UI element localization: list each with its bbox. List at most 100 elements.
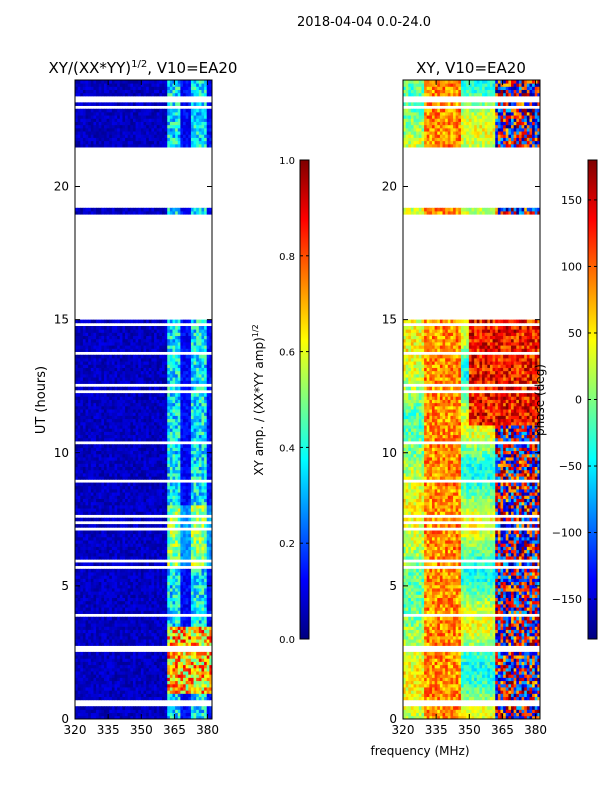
heatmap-cell [175,712,179,717]
heatmap-cell [167,472,171,477]
heatmap-cell [201,428,205,432]
heatmap-cell [80,543,84,547]
heatmap-cell [138,709,142,714]
heatmap-cell [209,696,212,701]
heatmap-cell [127,600,131,605]
heatmap-cell [90,460,94,464]
heatmap-cell [75,485,79,490]
heatmap-cell [146,476,150,480]
heatmap-cell [148,418,152,423]
heatmap-cell [180,536,184,541]
heatmap-cell [125,504,129,509]
heatmap-cell [151,482,155,487]
heatmap-cell [209,658,212,662]
heatmap-cell [148,597,152,602]
heatmap-cell [82,418,86,423]
heatmap-cell [135,709,139,714]
heatmap-cell [117,619,121,624]
heatmap-cell [80,584,84,589]
heatmap-cell [188,466,192,471]
heatmap-cell [146,524,150,528]
heatmap-cell [122,674,126,678]
heatmap-cell [119,629,123,634]
heatmap-cell [146,517,150,522]
heatmap-cell [93,616,97,621]
heatmap-cell [119,409,123,413]
heatmap-cell [77,511,81,515]
heatmap-cell [193,463,197,467]
heatmap-cell [140,476,144,480]
heatmap-cell [204,597,208,602]
heatmap-cell [201,530,205,535]
heatmap-cell [101,693,105,698]
heatmap-cell [156,466,160,471]
heatmap-cell [117,687,121,691]
heatmap-cell [180,709,184,714]
heatmap-cell [169,450,173,455]
heatmap-cell [111,572,115,576]
heatmap-cell [127,556,131,560]
heatmap-cell [204,428,208,432]
heatmap-cell [148,533,152,538]
heatmap-cell [80,447,84,452]
heatmap-cell [114,642,118,646]
heatmap-cell [109,607,113,611]
heatmap-cell [127,594,131,598]
heatmap-cell [132,619,136,624]
heatmap-cell [138,715,142,719]
heatmap-cell [161,543,165,547]
heatmap-cell [90,428,94,432]
heatmap-cell [135,616,139,621]
heatmap-cell [140,680,144,685]
heatmap-cell [188,447,192,452]
heatmap-cell [75,690,79,694]
heatmap-cell [119,603,123,608]
heatmap-cell [185,370,189,375]
heatmap-cell [111,671,115,675]
heatmap-cell [159,623,163,627]
heatmap-cell [96,463,100,467]
heatmap-cell [101,450,105,455]
heatmap-cell [198,715,202,719]
heatmap-cell [183,386,187,391]
heatmap-cell [75,603,79,608]
heatmap-cell [183,495,187,499]
heatmap-cell [180,399,184,404]
heatmap-cell [206,568,210,573]
heatmap-cell [167,421,171,426]
heatmap-cell [132,674,136,678]
heatmap-cell [80,533,84,538]
heatmap-cell [201,556,205,560]
heatmap-cell [135,444,139,448]
heatmap-cell [146,533,150,538]
heatmap-cell [122,712,126,717]
heatmap-cell [103,495,108,499]
heatmap-cell [196,428,200,432]
heatmap-cell [180,508,184,512]
heatmap-cell [111,412,115,416]
heatmap-cell [130,543,134,547]
heatmap-cell [77,680,81,685]
heatmap-cell [159,655,163,659]
heatmap-cell [146,696,150,701]
heatmap-cell [183,444,187,448]
heatmap-cell [140,469,144,474]
heatmap-cell [209,594,212,598]
heatmap-cell [188,623,192,627]
heatmap-cell [119,444,123,448]
heatmap-cell [90,610,94,614]
heatmap-cell [183,661,187,666]
heatmap-cell [130,476,134,480]
heatmap-cell [198,661,202,666]
heatmap-cell [125,386,129,391]
heatmap-cell [185,485,189,490]
heatmap-cell [156,696,160,701]
heatmap-cell [156,552,160,557]
heatmap-cell [111,399,115,404]
heatmap-cell [127,533,131,538]
heatmap-cell [151,450,155,455]
heatmap-cell [75,540,79,544]
heatmap-cell [101,677,105,682]
heatmap-cell [109,444,113,448]
heatmap-cell [206,693,210,698]
